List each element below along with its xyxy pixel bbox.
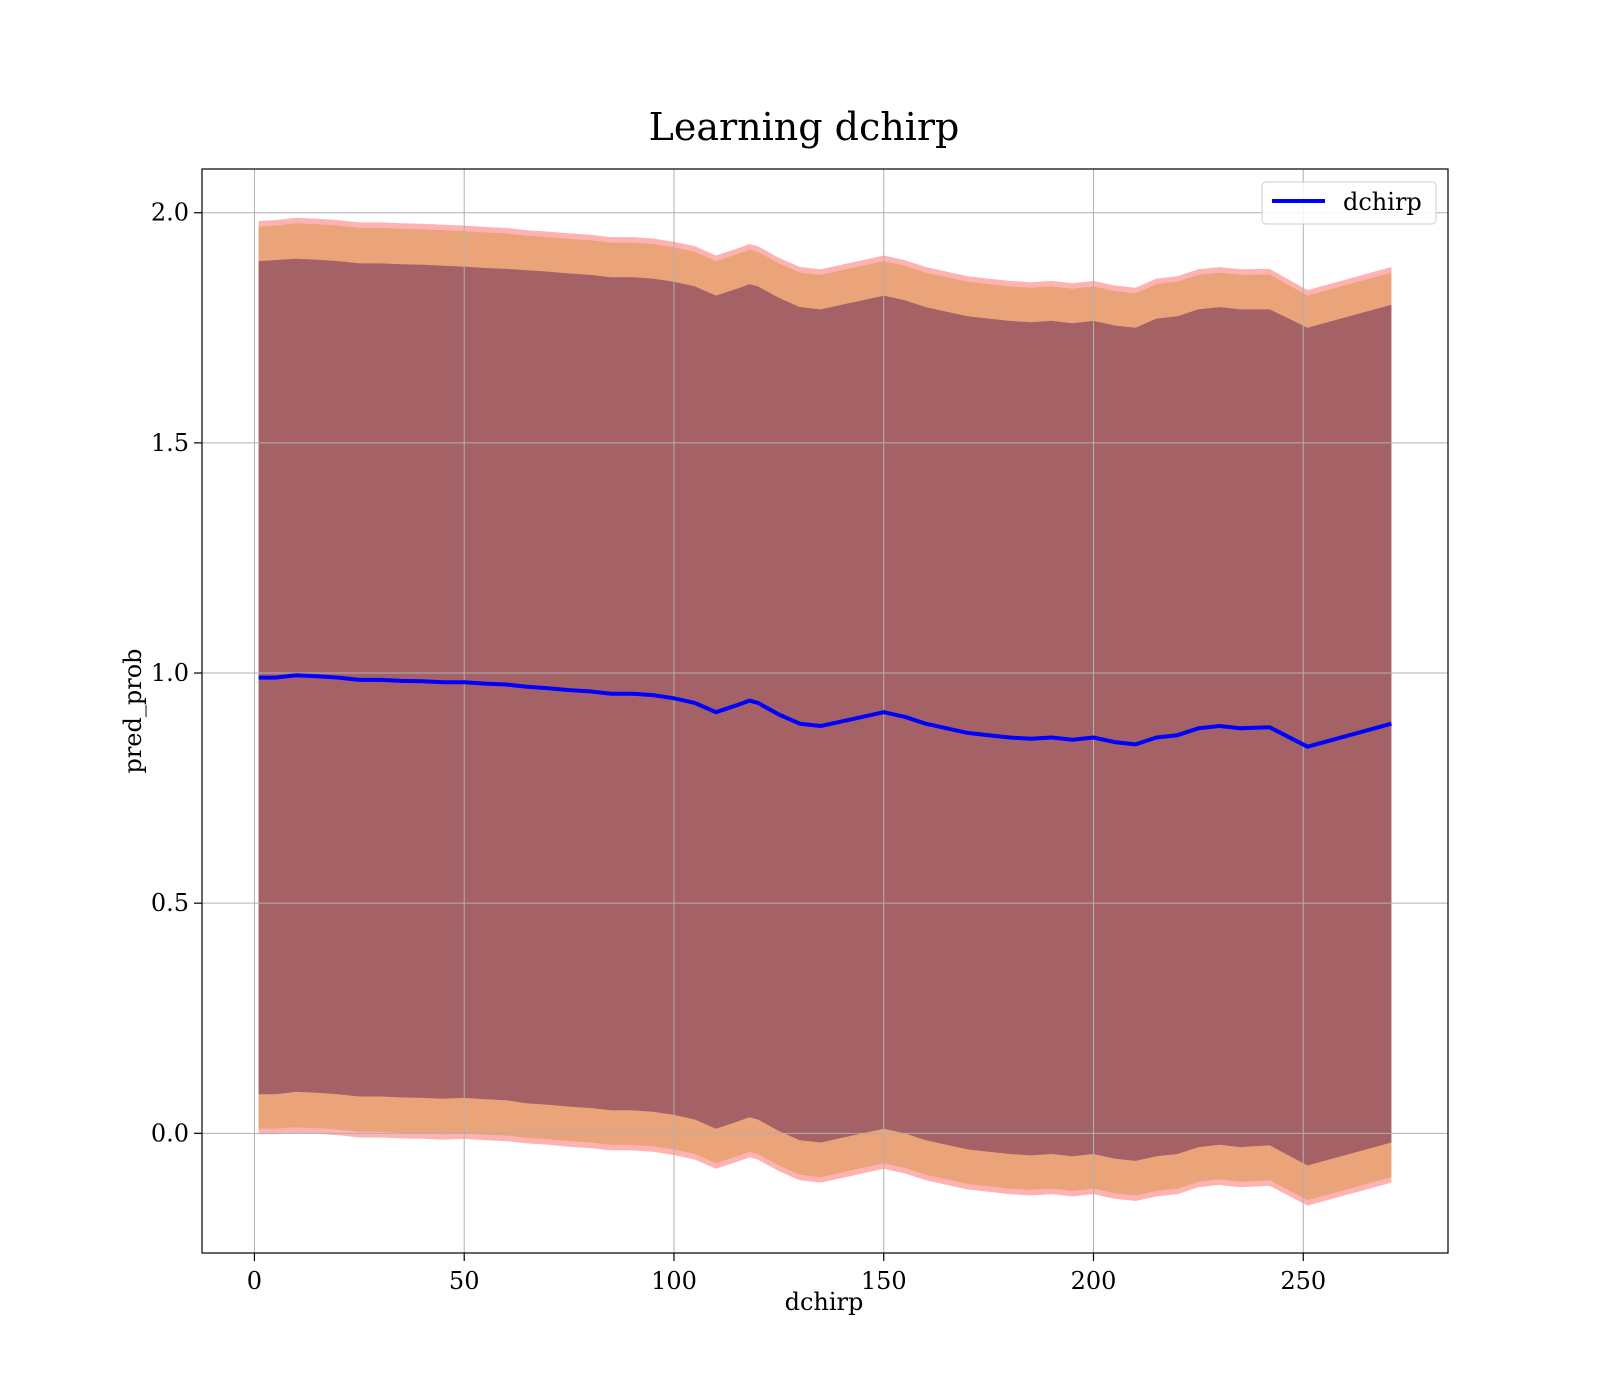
y-tick-label: 0.5 [151, 889, 189, 917]
legend-box [1261, 181, 1437, 225]
y-tick-label: 0.0 [151, 1119, 189, 1147]
x-axis-label: dchirp [785, 1288, 864, 1316]
x-tick-label: 200 [1071, 1267, 1117, 1295]
x-tick-label: 100 [651, 1267, 697, 1295]
plot-frame [201, 168, 1449, 1254]
x-axis-ticks: 0 50 100 150 200 250 [247, 1253, 1326, 1295]
y-axis-ticks: 0.0 0.5 1.0 1.5 2.0 [151, 199, 202, 1147]
band-inner [258, 258, 1392, 1166]
y-tick-label: 2.0 [151, 199, 189, 227]
y-tick-label: 1.5 [151, 429, 189, 457]
x-tick-label: 150 [861, 1267, 907, 1295]
y-axis-label: pred_prob [119, 648, 147, 773]
y-tick-label: 1.0 [151, 659, 189, 687]
legend-entry-label: dchirp [1343, 188, 1422, 216]
chart-title: Learning dchirp [649, 105, 960, 149]
series-line-dchirp [258, 673, 1392, 749]
confidence-bands [258, 217, 1392, 1206]
plot-area [201, 168, 1449, 1254]
series-lines [258, 673, 1392, 749]
x-tick-label: 50 [449, 1267, 480, 1295]
legend: dchirp [1261, 181, 1437, 225]
x-tick-label: 0 [247, 1267, 262, 1295]
x-tick-label: 250 [1280, 1267, 1326, 1295]
